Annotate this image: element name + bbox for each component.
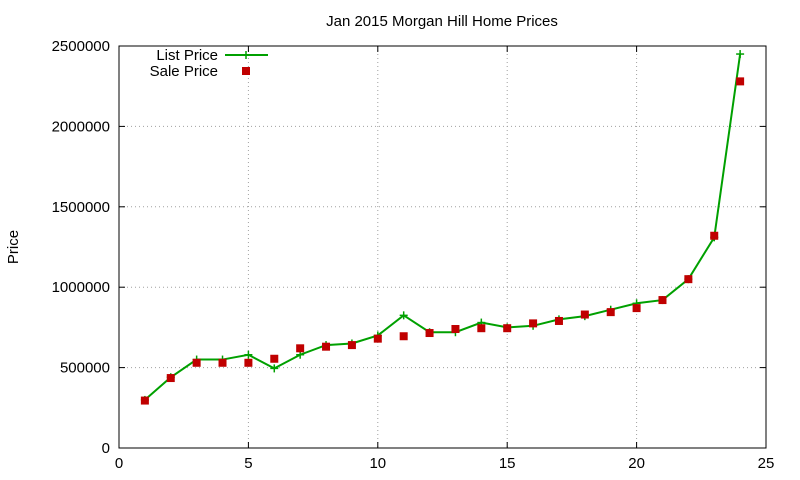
y-tick-label: 2500000 <box>52 38 110 55</box>
sale-price-point <box>192 358 201 367</box>
sale-price-point <box>632 304 641 313</box>
sale-price-point <box>270 354 279 363</box>
sale-price-point <box>554 316 563 325</box>
sale-price-point <box>451 325 460 334</box>
sale-price-point <box>296 344 305 353</box>
y-tick-label: 1000000 <box>52 279 110 296</box>
x-tick-label: 0 <box>115 455 123 472</box>
chart-title: Jan 2015 Morgan Hill Home Prices <box>326 13 558 30</box>
y-tick-label: 0 <box>102 440 110 457</box>
sale-price-point <box>736 77 745 86</box>
sale-price-point <box>710 231 719 240</box>
sale-price-series <box>140 77 745 405</box>
sale-price-point <box>658 296 667 305</box>
list-price-point <box>736 50 745 59</box>
series <box>140 50 745 405</box>
axis-ticks: 0 5 10 15 20 25 0 500000 1000000 1500000 2000000 25… <box>52 38 775 472</box>
list-price-point <box>244 350 253 359</box>
y-axis-label: Price <box>5 230 22 264</box>
sale-price-point <box>529 319 538 328</box>
sale-price-point <box>218 358 227 367</box>
sale-price-point <box>166 374 175 383</box>
sale-price-point <box>606 308 615 317</box>
y-tick-label: 2000000 <box>52 118 110 135</box>
gridlines <box>119 46 766 448</box>
sale-price-point <box>244 358 253 367</box>
list-price-line <box>144 53 742 401</box>
x-tick-label: 10 <box>369 455 386 472</box>
x-tick-label: 20 <box>628 455 645 472</box>
legend-label-list-price: List Price <box>156 47 218 64</box>
sale-price-point <box>399 332 408 341</box>
sale-price-point <box>373 334 382 343</box>
sale-price-point <box>322 342 331 351</box>
sale-price-point <box>503 324 512 333</box>
sale-price-point <box>347 341 356 350</box>
list-price-point <box>399 311 408 320</box>
legend-marker-list-price <box>242 51 250 59</box>
y-tick-label: 500000 <box>60 360 110 377</box>
plot-frame <box>118 45 767 449</box>
list-price-series <box>140 50 745 404</box>
sale-price-point <box>580 310 589 319</box>
sale-price-point <box>425 329 434 338</box>
sale-price-point <box>477 324 486 333</box>
x-tick-label: 5 <box>244 455 252 472</box>
y-tick-label: 1500000 <box>52 199 110 216</box>
sale-price-point <box>140 396 149 405</box>
x-tick-label: 15 <box>499 455 516 472</box>
list-price-point <box>270 364 279 373</box>
x-tick-label: 25 <box>758 455 775 472</box>
sale-price-point <box>684 275 693 284</box>
legend-label-sale-price: Sale Price <box>150 63 218 80</box>
legend-marker-sale-price <box>242 67 250 75</box>
